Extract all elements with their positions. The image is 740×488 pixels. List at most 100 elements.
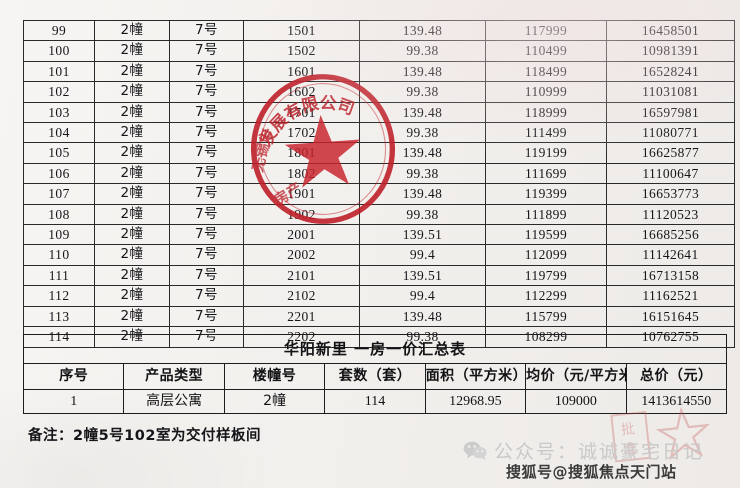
- unit-cell-no: 7号: [169, 40, 244, 62]
- table-row: 102 2幢 7号 1602 99.38 110999 11031081: [23, 81, 735, 103]
- unit-cell-price: 112299: [485, 285, 607, 307]
- unit-cell-seq: 111: [23, 264, 95, 287]
- table-row: 104 2幢 7号 1702 99.38 111499 11080771: [23, 122, 735, 144]
- unit-cell-no: 7号: [169, 142, 244, 164]
- unit-cell-area: 99.38: [359, 81, 486, 103]
- unit-cell-total: 11031081: [606, 81, 735, 103]
- unit-cell-total: 16151645: [606, 305, 735, 328]
- unit-cell-building: 2幢: [94, 183, 170, 205]
- unit-cell-seq: 100: [23, 40, 95, 62]
- unit-cell-total: 11080771: [606, 122, 735, 144]
- unit-cell-price: 110999: [485, 81, 607, 103]
- unit-cell-building: 2幢: [94, 224, 170, 246]
- unit-cell-unit: 1701: [243, 101, 360, 124]
- unit-cell-unit: 1802: [243, 162, 360, 185]
- unit-cell-total: 16458501: [606, 19, 735, 42]
- unit-cell-unit: 1801: [243, 142, 360, 164]
- unit-cell-price: 117999: [485, 19, 607, 42]
- unit-cell-building: 2幢: [94, 60, 170, 83]
- summary-data-row: 1 高层公寓 2幢 114 12968.95 109000 1413614550: [22, 389, 728, 414]
- summary-cell-type: 高层公寓: [123, 389, 225, 414]
- unit-cell-no: 7号: [169, 60, 244, 83]
- unit-cell-building: 2幢: [94, 264, 170, 287]
- unit-cell-building: 2幢: [94, 285, 170, 307]
- unit-cell-area: 99.4: [359, 244, 486, 266]
- unit-cell-no: 7号: [169, 264, 244, 287]
- unit-cell-unit: 2101: [243, 264, 360, 287]
- unit-cell-seq: 113: [23, 305, 95, 328]
- summary-header-area: 面积（平方米）: [424, 363, 527, 390]
- unit-cell-building: 2幢: [94, 305, 170, 328]
- unit-cell-unit: 1602: [243, 81, 360, 103]
- unit-cell-total: 16653773: [606, 183, 735, 205]
- unit-cell-total: 16528241: [606, 60, 735, 83]
- summary-header-row: 序号 产品类型 楼幢号 套数（套） 面积（平方米） 均价（元/平方米） 总价（元…: [22, 363, 728, 390]
- unit-cell-total: 16625877: [606, 142, 735, 164]
- unit-cell-area: 139.48: [359, 60, 486, 83]
- unit-cell-no: 7号: [169, 305, 244, 328]
- table-row: 108 2幢 7号 1902 99.38 111899 11120523: [23, 203, 735, 226]
- unit-cell-seq: 106: [23, 162, 95, 185]
- unit-cell-total: 11120523: [606, 203, 735, 226]
- unit-cell-seq: 104: [23, 122, 95, 144]
- unit-cell-seq: 108: [23, 203, 95, 226]
- unit-cell-area: 99.38: [359, 203, 486, 226]
- unit-cell-building: 2幢: [94, 40, 170, 62]
- summary-header-total: 总价（元）: [625, 363, 728, 390]
- unit-cell-no: 7号: [169, 285, 244, 307]
- unit-cell-total: 11142641: [606, 244, 735, 266]
- unit-cell-total: 16713158: [606, 264, 735, 287]
- unit-cell-seq: 105: [23, 142, 95, 164]
- unit-cell-unit: 2001: [243, 224, 360, 246]
- table-row: 99 2幢 7号 1501 139.48 117999 16458501: [23, 19, 735, 42]
- unit-cell-total: 11162521: [606, 285, 735, 307]
- unit-cell-unit: 2002: [243, 244, 360, 266]
- wechat-watermark: 公众号：诚诚豪宅日记: [463, 437, 704, 464]
- unit-cell-area: 139.51: [359, 264, 486, 287]
- summary-cell-units: 114: [324, 389, 426, 414]
- unit-cell-area: 139.48: [359, 305, 486, 328]
- table-row: 111 2幢 7号 2101 139.51 119799 16713158: [23, 264, 735, 287]
- unit-cell-building: 2幢: [94, 81, 170, 103]
- unit-cell-price: 112099: [485, 244, 607, 266]
- unit-cell-no: 7号: [169, 244, 244, 266]
- unit-cell-seq: 107: [23, 183, 95, 205]
- unit-cell-seq: 103: [23, 101, 95, 124]
- unit-cell-price: 119799: [485, 264, 607, 287]
- unit-cell-seq: 109: [23, 224, 95, 246]
- unit-cell-seq: 99: [23, 19, 95, 42]
- unit-cell-area: 139.48: [359, 142, 486, 164]
- unit-price-table-body: 99 2幢 7号 1501 139.48 117999 16458501 100 2幢 7号 150…: [23, 19, 735, 348]
- unit-cell-building: 2幢: [94, 244, 170, 266]
- summary-header-type: 产品类型: [123, 363, 225, 390]
- unit-cell-total: 10981391: [606, 40, 735, 62]
- footer-note: 备注：2幢5号102室为交付样板间: [28, 428, 261, 444]
- unit-cell-area: 139.51: [359, 224, 486, 246]
- table-row: 109 2幢 7号 2001 139.51 119599 16685256: [23, 224, 735, 246]
- summary-title: 华阳新里 一房一价汇总表: [23, 334, 727, 364]
- unit-cell-price: 118999: [485, 101, 607, 124]
- summary-cell-seq: 1: [22, 389, 125, 414]
- unit-cell-unit: 1601: [243, 60, 360, 83]
- unit-cell-area: 139.48: [359, 19, 486, 42]
- wechat-watermark-label: 公众号：诚诚豪宅日记: [494, 441, 705, 463]
- unit-cell-area: 139.48: [359, 101, 486, 124]
- sohu-watermark-label: 搜狐号@搜狐焦点天门站: [506, 463, 677, 481]
- svg-text:批: 批: [620, 421, 636, 438]
- unit-cell-building: 2幢: [94, 203, 170, 226]
- unit-cell-price: 111699: [485, 162, 607, 185]
- unit-cell-unit: 1702: [243, 122, 360, 144]
- unit-cell-no: 7号: [169, 19, 244, 42]
- unit-cell-no: 7号: [169, 101, 244, 124]
- unit-cell-area: 99.38: [359, 162, 486, 185]
- table-row: 110 2幢 7号 2002 99.4 112099 11142641: [23, 244, 735, 266]
- unit-cell-building: 2幢: [94, 19, 170, 42]
- table-row: 101 2幢 7号 1601 139.48 118499 16528241: [23, 60, 735, 83]
- table-row: 106 2幢 7号 1802 99.38 111699 11100647: [23, 162, 735, 185]
- unit-cell-area: 99.4: [359, 285, 486, 307]
- unit-cell-building: 2幢: [94, 122, 170, 144]
- unit-cell-price: 115799: [485, 305, 607, 328]
- unit-cell-price: 111899: [485, 203, 607, 226]
- unit-cell-building: 2幢: [94, 162, 170, 185]
